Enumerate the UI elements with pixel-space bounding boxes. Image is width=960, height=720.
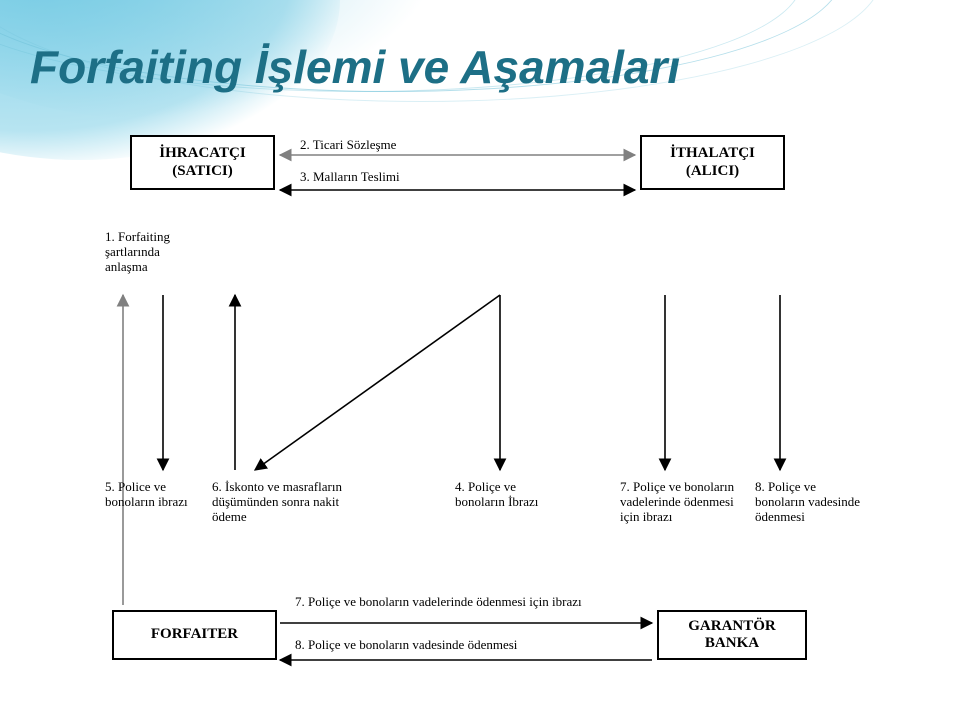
node-garantor: GARANTÖR BANKA (657, 610, 807, 660)
edge-label-8h: 8. Poliçe ve bonoların vadesinde ödenmes… (295, 638, 625, 653)
node-label-line1: FORFAITER (151, 626, 238, 642)
edge-label-3: 3. Malların Teslimi (300, 170, 550, 185)
edge-label-4: 4. Poliçe ve bonoların İbrazı (455, 480, 565, 510)
node-label-line1: GARANTÖR (688, 618, 776, 634)
forfaiting-flowchart: İHRACATÇI (SATICI) İTHALATÇI (ALICI) FOR… (100, 120, 860, 690)
node-label-line1: İHRACATÇI (159, 145, 245, 161)
edge-label-8v: 8. Poliçe ve bonoların vadesinde ödenmes… (755, 480, 865, 525)
slide: Forfaiting İşlemi ve Aşamaları İHRACATÇI… (0, 0, 960, 720)
node-label-line2: (SATICI) (172, 163, 233, 179)
node-label-line1: İTHALATÇI (670, 145, 755, 161)
edge-label-2: 2. Ticari Sözleşme (300, 138, 550, 153)
node-label-line2: BANKA (705, 635, 759, 651)
edge-label-7h: 7. Poliçe ve bonoların vadelerinde ödenm… (295, 595, 625, 610)
edge-label-6: 6. İskonto ve masrafların düşümünden son… (212, 480, 362, 525)
slide-title: Forfaiting İşlemi ve Aşamaları (30, 40, 680, 94)
node-ithalatci: İTHALATÇI (ALICI) (640, 135, 785, 190)
edge-e4 (255, 295, 500, 470)
node-ihracatci: İHRACATÇI (SATICI) (130, 135, 275, 190)
edge-label-5: 5. Police ve bonoların ibrazı (105, 480, 200, 510)
node-label-line2: (ALICI) (686, 163, 739, 179)
edge-label-7v: 7. Poliçe ve bonoların vadelerinde ödenm… (620, 480, 750, 525)
edge-label-1: 1. Forfaiting şartlarında anlaşma (105, 230, 205, 275)
node-forfaiter: FORFAITER (112, 610, 277, 660)
